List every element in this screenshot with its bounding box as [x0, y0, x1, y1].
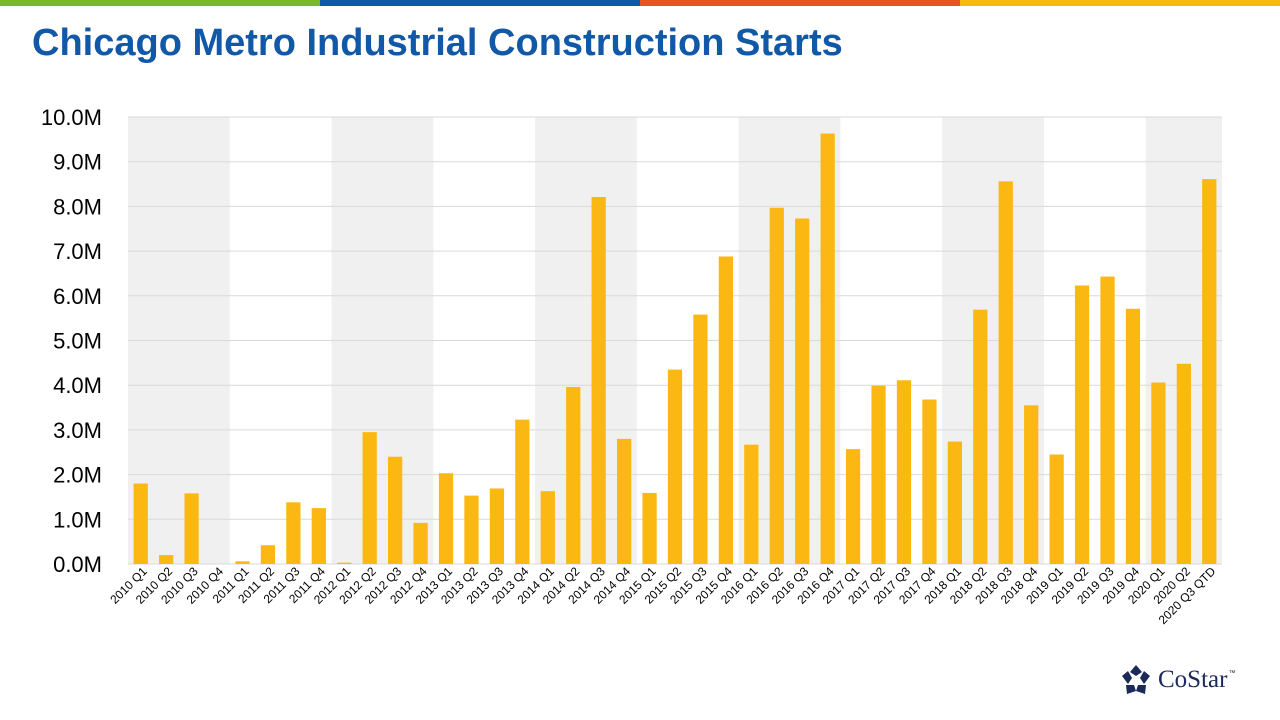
bar-2018-Q4: [1024, 405, 1039, 564]
bar-2012-Q1: [337, 562, 352, 564]
bar-2011-Q3: [286, 502, 301, 564]
bar-2019-Q2: [1074, 285, 1090, 564]
page-title: Chicago Metro Industrial Construction St…: [32, 22, 843, 64]
bar-2019-Q3: [1100, 276, 1115, 564]
y-tick-label: 3.0M: [53, 418, 102, 443]
logo-trademark: ™: [1228, 670, 1236, 677]
bar-2014-Q1: [540, 491, 555, 564]
bar-2017-Q4: [922, 399, 937, 564]
bar-2019-Q1: [1049, 454, 1064, 564]
costar-star-icon: [1122, 665, 1150, 694]
bar-2013-Q4: [515, 419, 530, 564]
bar-2016-Q4: [820, 133, 835, 564]
bar-2019-Q4: [1125, 308, 1141, 564]
stripe-green: [0, 0, 320, 6]
bar-2014-Q3: [591, 197, 606, 564]
y-tick-label: 2.0M: [53, 463, 102, 488]
bar-2014-Q4: [616, 438, 632, 564]
costar-logo: CoStar ™: [1120, 662, 1235, 698]
y-tick-label: 8.0M: [53, 194, 102, 219]
bar-2017-Q1: [845, 449, 861, 564]
bar-2012-Q3: [388, 456, 403, 564]
bar-2016-Q3: [795, 218, 810, 564]
bar-2017-Q3: [896, 380, 912, 564]
bar-2011-Q1: [235, 561, 250, 564]
bar-2011-Q4: [311, 508, 326, 564]
y-tick-label: 9.0M: [53, 150, 102, 175]
bar-2012-Q4: [413, 522, 428, 564]
bar-2018-Q2: [973, 309, 988, 564]
top-color-stripe: [0, 0, 1280, 6]
bar-2013-Q2: [464, 495, 479, 564]
bar-2016-Q1: [744, 444, 759, 564]
bar-2018-Q1: [947, 441, 962, 564]
y-tick-label: 7.0M: [53, 239, 102, 264]
bar-2017-Q2: [871, 385, 886, 564]
stripe-yellow: [960, 0, 1280, 6]
bar-2010-Q3: [184, 493, 199, 564]
bar-2014-Q2: [566, 386, 581, 564]
y-tick-label: 10.0M: [41, 105, 102, 130]
logo-text: CoStar: [1158, 666, 1228, 693]
bar-2015-Q1: [642, 492, 657, 564]
bar-2016-Q2: [769, 207, 784, 564]
bar-2015-Q4: [718, 256, 734, 564]
bar-2020-Q3-QTD: [1202, 179, 1217, 564]
stripe-blue: [320, 0, 640, 6]
y-tick-label: 6.0M: [53, 284, 102, 309]
bar-2020-Q2: [1176, 363, 1191, 564]
y-tick-label: 1.0M: [53, 507, 102, 532]
y-tick-label: 4.0M: [53, 373, 102, 398]
bar-2015-Q3: [693, 314, 708, 564]
bar-2013-Q1: [438, 473, 454, 564]
bar-2020-Q1: [1151, 382, 1166, 564]
bar-chart: 0.0M 1.0M 2.0M 3.0M 4.0M 5.0M 6.0M 7.0M 8.0M 9.0M…: [41, 105, 1222, 627]
bar-2012-Q2: [362, 432, 377, 564]
bar-2018-Q3: [998, 181, 1013, 565]
bar-2011-Q2: [260, 545, 276, 564]
y-tick-label: 5.0M: [53, 329, 102, 354]
bar-2010-Q2: [159, 555, 174, 564]
stripe-orange: [640, 0, 960, 6]
y-tick-label: 0.0M: [53, 552, 102, 577]
bar-2013-Q3: [489, 488, 505, 564]
bar-2015-Q2: [667, 369, 683, 564]
bar-2010-Q1: [133, 483, 148, 564]
